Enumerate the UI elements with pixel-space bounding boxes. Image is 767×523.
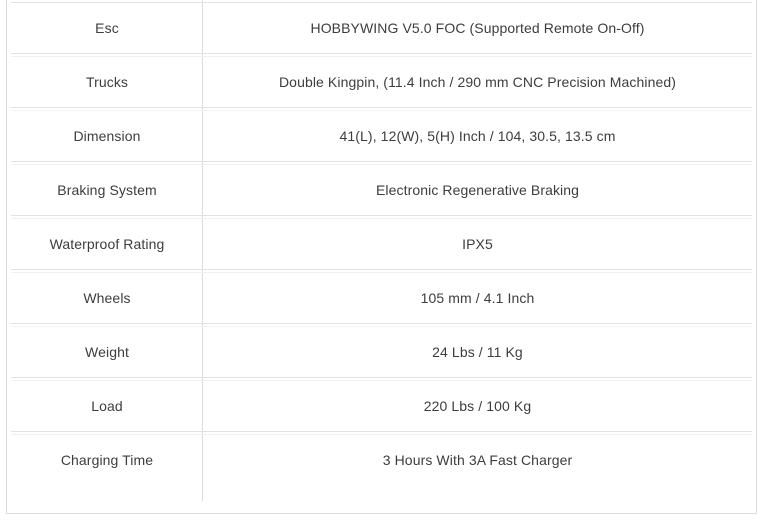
spec-row-wheels: Wheels 105 mm / 4.1 Inch (11, 272, 752, 324)
spec-row-load: Load 220 Lbs / 100 Kg (11, 380, 752, 432)
spec-label: Load (91, 397, 123, 414)
spec-value: IPX5 (462, 235, 493, 252)
spec-row-braking-system: Braking System Electronic Regenerative B… (11, 164, 752, 216)
spec-value: 3 Hours With 3A Fast Charger (382, 452, 573, 469)
spec-row-trucks: Trucks Double Kingpin, (11.4 Inch / 290 … (11, 56, 752, 108)
spec-label: Esc (95, 19, 119, 36)
spec-label: Waterproof Rating (49, 235, 165, 252)
spec-label: Charging Time (60, 452, 154, 469)
spec-label: Weight (85, 343, 129, 360)
spec-row-waterproof-rating: Waterproof Rating IPX5 (11, 218, 752, 270)
spec-row-charging-time: Charging Time 3 Hours With 3A Fast Charg… (11, 434, 752, 486)
spec-value: 105 mm / 4.1 Inch (420, 289, 535, 306)
column-divider (202, 0, 203, 501)
spec-label: Trucks (85, 73, 129, 90)
spec-value: 41(L), 12(W), 5(H) Inch / 104, 30.5, 13.… (339, 127, 616, 144)
spec-value: HOBBYWING V5.0 FOC (Supported Remote On-… (310, 19, 645, 36)
spec-value: Electronic Regenerative Braking (375, 181, 580, 198)
spec-table: Esc HOBBYWING V5.0 FOC (Supported Remote… (6, 0, 757, 514)
spec-label: Wheels (83, 289, 131, 306)
spec-row-dimension: Dimension 41(L), 12(W), 5(H) Inch / 104,… (11, 110, 752, 162)
spec-row-weight: Weight 24 Lbs / 11 Kg (11, 326, 752, 378)
spec-label: Braking System (57, 181, 157, 198)
spec-value: Double Kingpin, (11.4 Inch / 290 mm CNC … (278, 73, 677, 90)
spec-row-esc: Esc HOBBYWING V5.0 FOC (Supported Remote… (11, 2, 752, 54)
spec-value: 24 Lbs / 11 Kg (432, 343, 523, 360)
spec-value: 220 Lbs / 100 Kg (423, 397, 532, 414)
spec-label: Dimension (73, 127, 141, 144)
spec-rows: Esc HOBBYWING V5.0 FOC (Supported Remote… (11, 2, 752, 486)
